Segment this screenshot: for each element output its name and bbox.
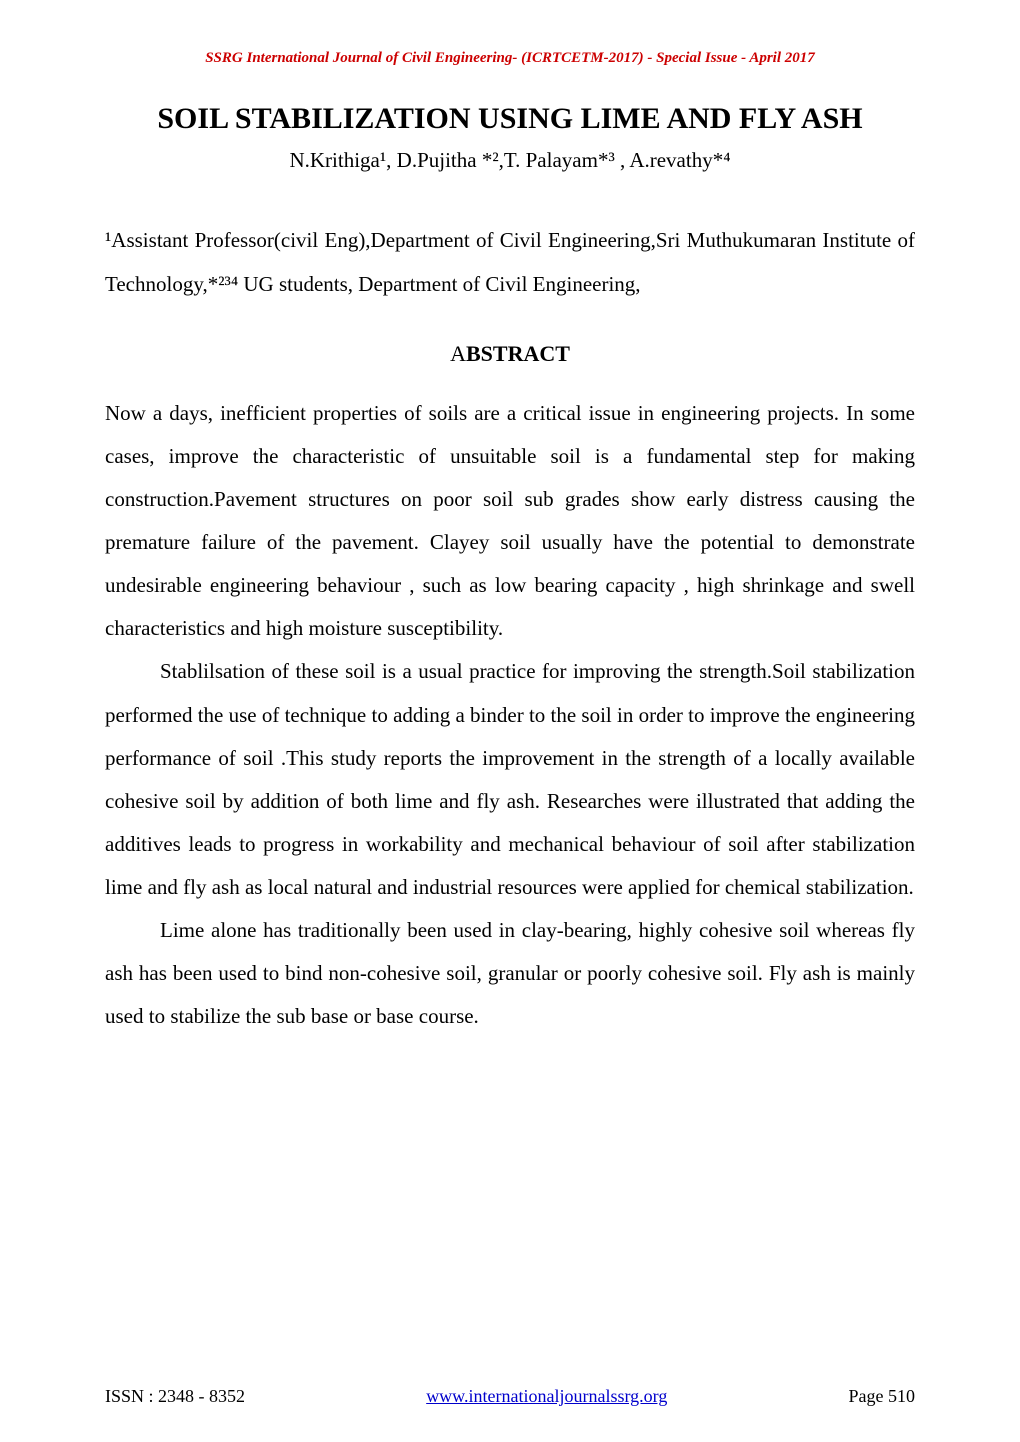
abstract-heading-rest: BSTRACT	[466, 341, 570, 366]
abstract-paragraph-2: Stablilsation of these soil is a usual p…	[105, 650, 915, 908]
footer-link[interactable]: www.internationaljournalssrg.org	[426, 1386, 667, 1407]
journal-header: SSRG International Journal of Civil Engi…	[105, 50, 915, 67]
footer-page-number: Page 510	[849, 1386, 916, 1407]
authors-line: N.Krithiga¹, D.Pujitha *²,T. Palayam*³ ,…	[105, 148, 915, 173]
abstract-heading: ABSTRACT	[105, 341, 915, 367]
abstract-first-letter: A	[450, 341, 466, 366]
footer-issn: ISSN : 2348 - 8352	[105, 1386, 245, 1407]
affiliation-text: ¹Assistant Professor(civil Eng),Departme…	[105, 218, 915, 306]
abstract-paragraph-1: Now a days, inefficient properties of so…	[105, 392, 915, 650]
paper-title: SOIL STABILIZATION USING LIME AND FLY AS…	[105, 102, 915, 136]
abstract-paragraph-3: Lime alone has traditionally been used i…	[105, 909, 915, 1038]
page-footer: ISSN : 2348 - 8352 www.internationaljour…	[105, 1386, 915, 1407]
